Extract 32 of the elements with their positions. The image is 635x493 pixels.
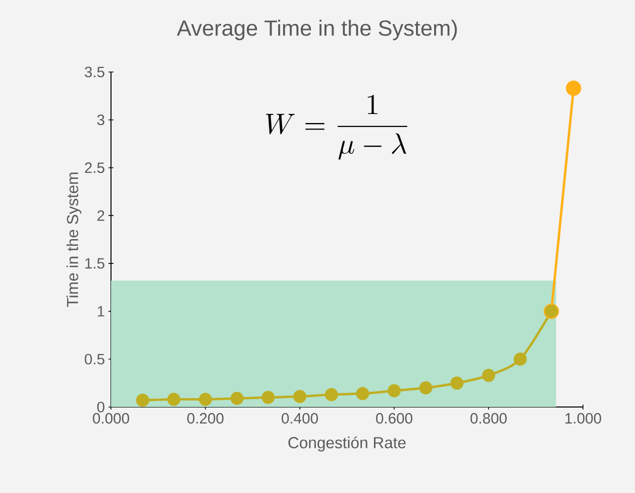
point: [136, 394, 150, 407]
point: [482, 368, 496, 382]
y-tick-label: 3: [97, 114, 104, 126]
x-tick-label: 0.400: [282, 413, 318, 424]
chart-title: Average Time in the System): [176, 20, 457, 40]
y-tick-label: 2.5: [84, 162, 104, 174]
point: [419, 381, 432, 394]
x-tick-label: 0.000: [92, 413, 130, 424]
y-tick-label: 0: [97, 402, 104, 412]
point: [388, 384, 401, 398]
point: [293, 390, 306, 404]
point: [230, 392, 244, 405]
x-tick-label: 1.000: [565, 413, 602, 424]
point: [262, 390, 275, 404]
y-tick-label: 0.5: [84, 354, 104, 364]
point: [450, 376, 464, 390]
x-axis-title: Congestión Rate: [288, 436, 406, 452]
y-tick-label: 3.5: [84, 66, 104, 78]
point: [198, 392, 212, 406]
annotation: $W = \frac{1}{\mu - \lambda}$: [266, 94, 408, 160]
y-tick-label: 1.5: [85, 258, 104, 269]
point: [356, 387, 370, 400]
y-tick-label: 2: [97, 210, 104, 221]
x-tick-label: 0.200: [187, 413, 224, 424]
x-tick-label: 0.800: [470, 413, 507, 424]
point: [324, 388, 338, 402]
point: [566, 80, 582, 96]
x-tick-label: 0.600: [376, 413, 412, 424]
point: [514, 352, 527, 366]
y-axis-title: Time in the System: [66, 172, 82, 308]
point: [167, 392, 180, 406]
y-tick-label: 1: [98, 306, 104, 316]
